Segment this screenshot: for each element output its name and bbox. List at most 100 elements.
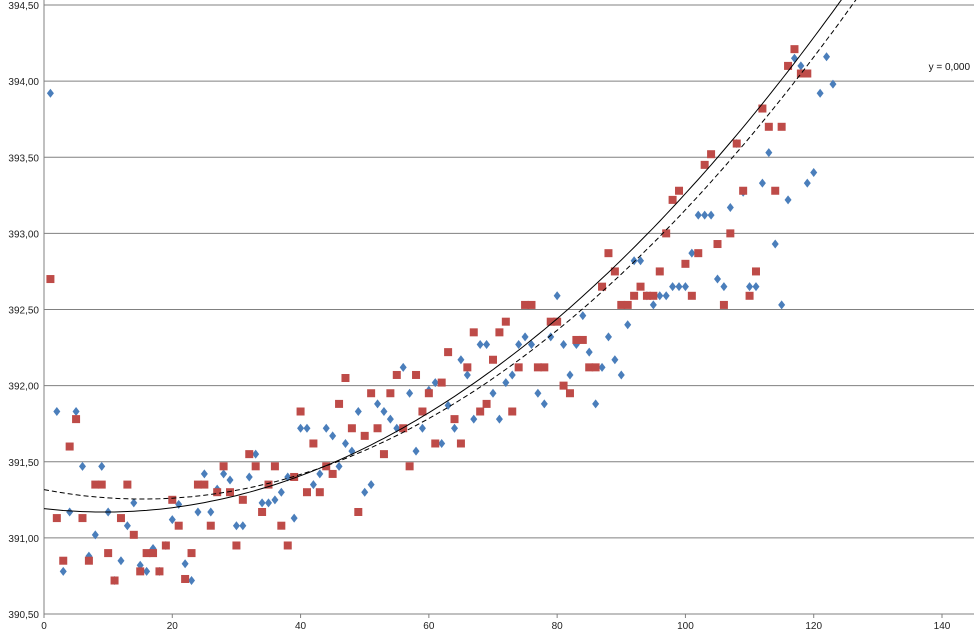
data-point-square bbox=[123, 480, 132, 489]
data-point-square bbox=[642, 291, 651, 300]
data-point-square bbox=[604, 249, 613, 258]
data-point-diamond bbox=[515, 340, 523, 350]
data-point-diamond bbox=[367, 480, 375, 490]
data-point-square bbox=[168, 495, 177, 504]
data-point-diamond bbox=[701, 210, 709, 220]
x-tick-label: 0 bbox=[41, 621, 47, 632]
data-point-diamond bbox=[778, 300, 786, 310]
data-point-square bbox=[572, 335, 581, 344]
data-point-diamond bbox=[123, 521, 131, 531]
data-point-square bbox=[803, 69, 812, 78]
data-point-square bbox=[354, 507, 363, 516]
data-point-diamond bbox=[829, 79, 837, 89]
data-point-diamond bbox=[617, 370, 625, 380]
data-point-square bbox=[91, 480, 100, 489]
data-point-diamond bbox=[720, 282, 728, 292]
data-point-square bbox=[104, 549, 113, 558]
data-point-square bbox=[514, 363, 523, 372]
y-tick-labels: 390,50 391,00 391,50 392,00 392,50 393,00 393,… bbox=[8, 1, 39, 621]
data-point-square bbox=[283, 541, 292, 550]
data-point-diamond bbox=[476, 340, 484, 350]
data-point-diamond bbox=[418, 423, 426, 433]
data-point-square bbox=[437, 378, 446, 387]
data-point-diamond bbox=[316, 469, 324, 479]
data-point-square bbox=[489, 355, 497, 364]
data-point-diamond bbox=[553, 291, 561, 301]
data-point-diamond bbox=[508, 370, 516, 380]
data-point-square bbox=[238, 495, 247, 504]
data-point-square bbox=[213, 488, 222, 497]
data-point-square bbox=[521, 300, 530, 309]
data-point-diamond bbox=[681, 282, 689, 292]
data-point-diamond bbox=[406, 388, 414, 398]
data-point-diamond bbox=[694, 210, 702, 220]
data-point-square bbox=[469, 328, 478, 337]
data-point-diamond bbox=[592, 399, 600, 409]
data-point-square bbox=[386, 389, 395, 398]
data-point-square bbox=[591, 363, 600, 372]
data-point-diamond bbox=[489, 388, 497, 398]
x-tick-label: 140 bbox=[934, 621, 951, 632]
data-point-square bbox=[546, 317, 555, 326]
data-point-square bbox=[700, 160, 709, 169]
data-point-square bbox=[540, 363, 549, 372]
data-point-diamond bbox=[649, 300, 657, 310]
data-point-square bbox=[732, 139, 741, 148]
data-point-diamond bbox=[258, 498, 266, 508]
data-point-square bbox=[155, 567, 164, 576]
data-point-square bbox=[553, 317, 562, 326]
y-tick-label: 391,50 bbox=[8, 458, 39, 469]
data-point-square bbox=[726, 229, 735, 238]
data-point-square bbox=[501, 317, 510, 326]
data-point-diamond bbox=[746, 282, 754, 292]
data-point-diamond bbox=[566, 370, 574, 380]
data-point-square bbox=[245, 450, 254, 459]
data-points bbox=[46, 45, 837, 586]
data-point-square bbox=[719, 300, 728, 309]
data-point-diamond bbox=[675, 282, 683, 292]
data-point-diamond bbox=[823, 52, 831, 62]
y-tick-label: 390,50 bbox=[8, 610, 39, 621]
data-point-square bbox=[431, 439, 440, 448]
data-point-square bbox=[65, 442, 74, 451]
data-point-diamond bbox=[309, 480, 317, 490]
data-point-square bbox=[270, 462, 279, 471]
data-point-square bbox=[585, 363, 594, 372]
data-point-square bbox=[784, 61, 793, 70]
data-point-square bbox=[796, 69, 805, 78]
data-point-diamond bbox=[354, 407, 362, 417]
data-point-square bbox=[84, 556, 93, 565]
data-point-diamond bbox=[374, 399, 382, 409]
x-tick-label: 40 bbox=[295, 621, 307, 632]
data-point-square bbox=[649, 291, 658, 300]
data-point-diamond bbox=[341, 438, 349, 448]
data-point-diamond bbox=[245, 472, 253, 482]
data-point-square bbox=[675, 186, 684, 195]
data-point-diamond bbox=[66, 507, 74, 517]
data-point-square bbox=[694, 249, 703, 258]
data-point-square bbox=[463, 363, 472, 372]
y-tick-label: 391,00 bbox=[8, 534, 39, 545]
data-point-diamond bbox=[297, 423, 305, 433]
y-tick-label: 394,50 bbox=[8, 1, 39, 12]
data-point-square bbox=[181, 574, 190, 583]
data-point-square bbox=[687, 291, 696, 300]
data-point-square bbox=[764, 122, 773, 131]
data-point-diamond bbox=[380, 407, 388, 417]
data-point-diamond bbox=[495, 414, 503, 424]
y-tick-label: 392,00 bbox=[8, 382, 39, 393]
data-point-diamond bbox=[46, 88, 54, 98]
data-point-square bbox=[322, 462, 331, 471]
data-point-diamond bbox=[726, 202, 734, 212]
data-point-diamond bbox=[457, 355, 465, 365]
data-point-diamond bbox=[130, 498, 138, 508]
y-tick-label: 392,50 bbox=[8, 306, 39, 317]
data-point-diamond bbox=[502, 378, 510, 388]
y-tick-label: 393,50 bbox=[8, 153, 39, 164]
data-point-diamond bbox=[438, 438, 446, 448]
data-point-square bbox=[187, 549, 196, 558]
data-point-square bbox=[264, 480, 273, 489]
data-point-square bbox=[142, 549, 151, 558]
data-point-diamond bbox=[483, 340, 491, 350]
data-point-square bbox=[405, 462, 414, 471]
